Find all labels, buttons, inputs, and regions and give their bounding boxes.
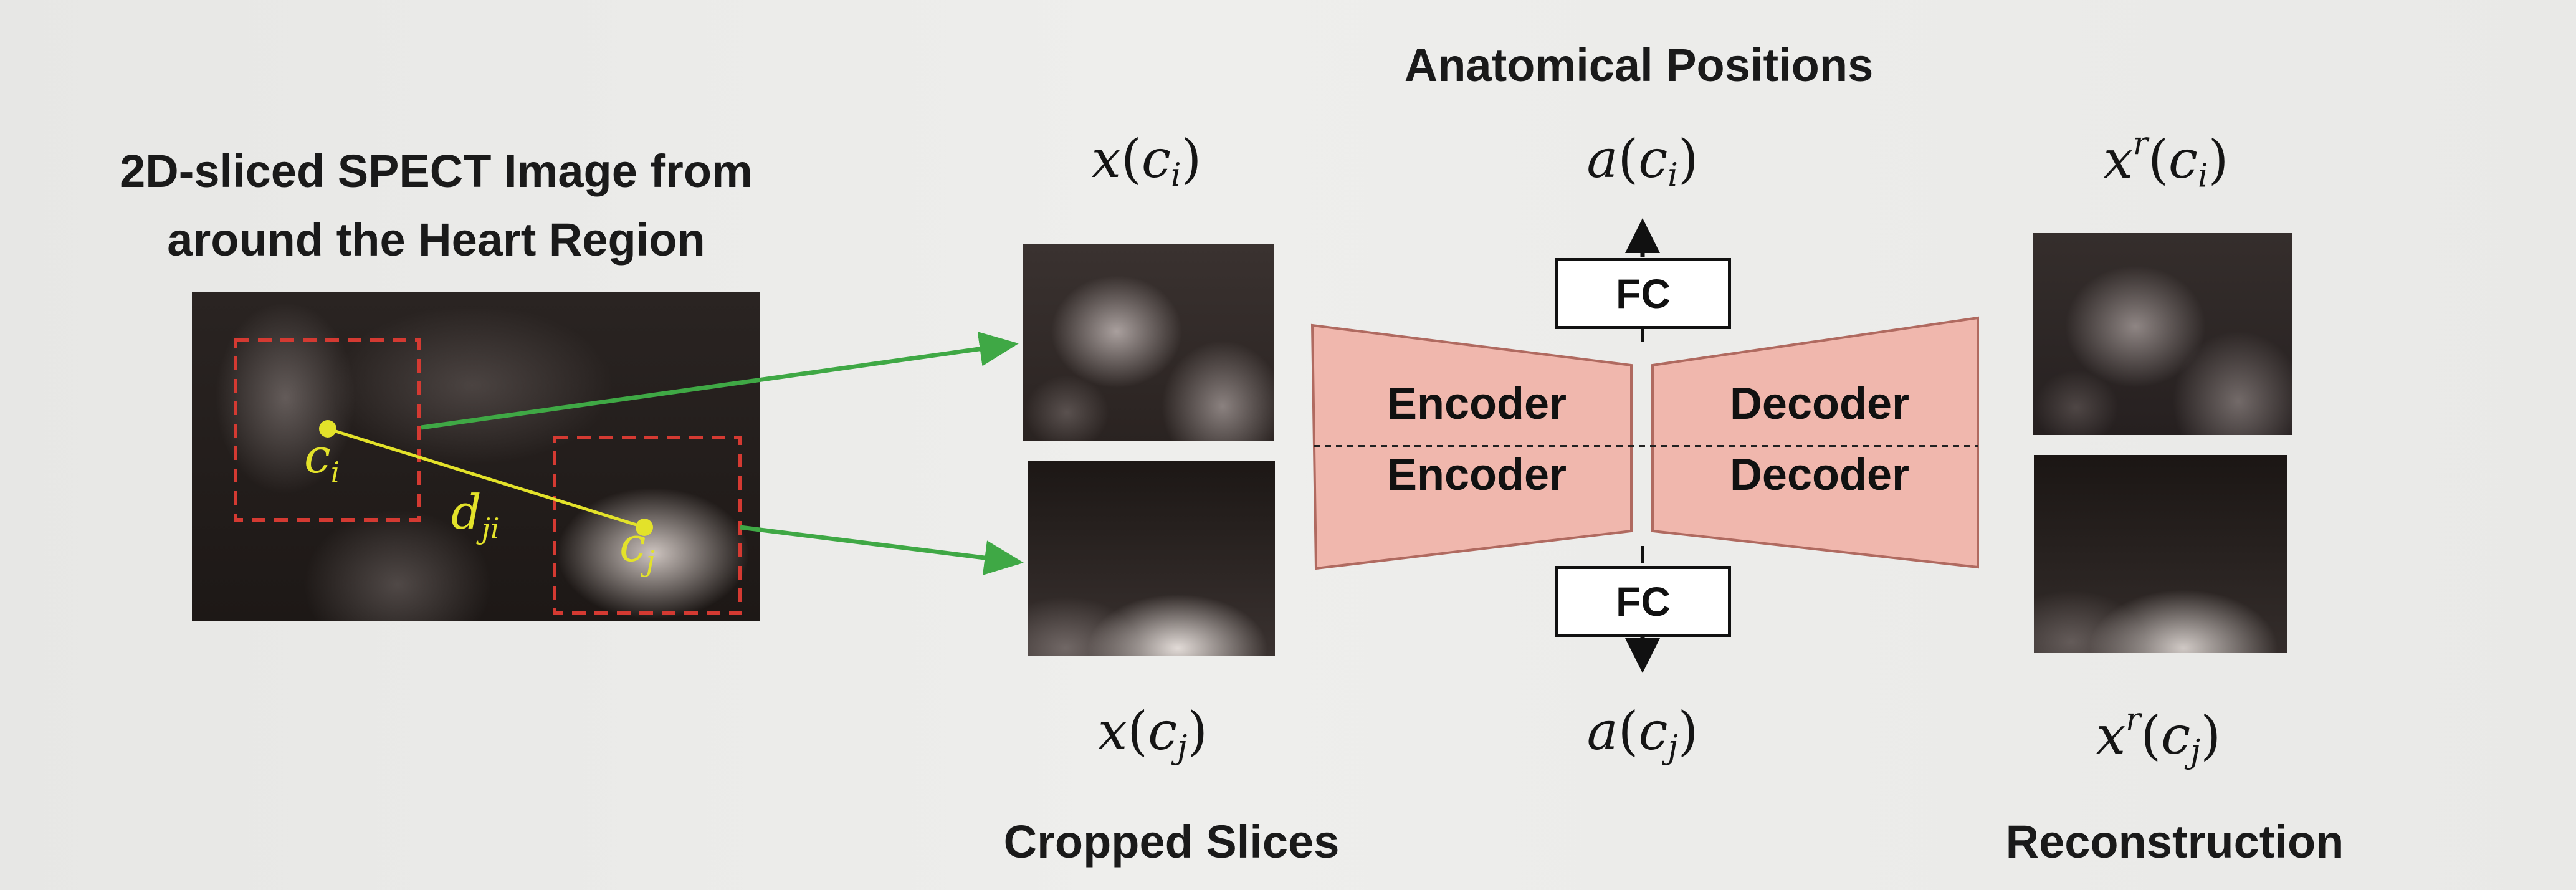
point-cj-label: cj <box>619 517 655 578</box>
point-ci-label: ci <box>304 428 340 489</box>
reconstruction-slice-bottom <box>2034 455 2287 653</box>
source-title-line2: around the Heart Region <box>167 214 705 266</box>
arrow-to-bottom-slice <box>740 525 1024 575</box>
encoder-label-top: Encoder <box>1387 379 1567 429</box>
cropped-top-math: x(ci) <box>1091 128 1202 194</box>
cropped-slices-label: Cropped Slices <box>1003 816 1340 868</box>
reconstruction-slice-top <box>2033 233 2292 435</box>
cropped-bottom-math: x(cj) <box>1097 701 1208 767</box>
distance-label: dji <box>451 484 500 545</box>
fc-top-box: FC <box>1555 258 1731 329</box>
point-cj <box>636 519 653 536</box>
cropped-slice-top <box>1023 244 1274 441</box>
decoder-block <box>1651 316 1979 569</box>
distance-line <box>327 427 645 529</box>
anatomical-bottom-math: a(cj) <box>1586 701 1699 767</box>
fc-bottom-box: FC <box>1555 566 1731 637</box>
anatomical-positions-heading: Anatomical Positions <box>1404 39 1874 91</box>
reconstruction-bottom-math: xr(cj) <box>2096 701 2221 771</box>
crop-box-cj <box>553 436 742 615</box>
reconstruction-label: Reconstruction <box>2005 816 2344 868</box>
cropped-slice-bottom <box>1028 461 1275 656</box>
reconstruction-top-math: xr(ci) <box>2103 125 2229 195</box>
arrow-to-top-slice <box>421 332 1019 430</box>
decoder-label-bottom: Decoder <box>1730 450 1909 500</box>
decoder-label-top: Decoder <box>1730 379 1909 429</box>
encoder-label-bottom: Encoder <box>1387 450 1567 500</box>
source-spect-image <box>192 292 760 621</box>
point-ci <box>319 420 336 438</box>
crop-box-ci <box>234 338 421 522</box>
anatomical-top-math: a(ci) <box>1586 128 1699 194</box>
source-title-line1: 2D-sliced SPECT Image from <box>120 145 753 197</box>
